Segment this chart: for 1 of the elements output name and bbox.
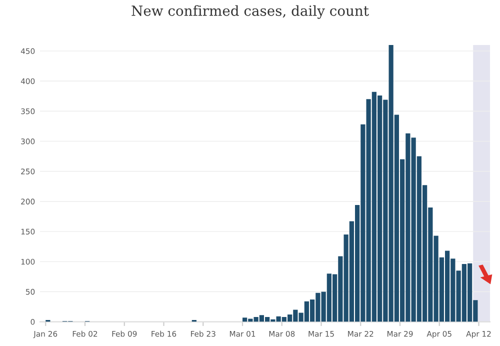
chart-title: New confirmed cases, daily count [132,5,369,19]
